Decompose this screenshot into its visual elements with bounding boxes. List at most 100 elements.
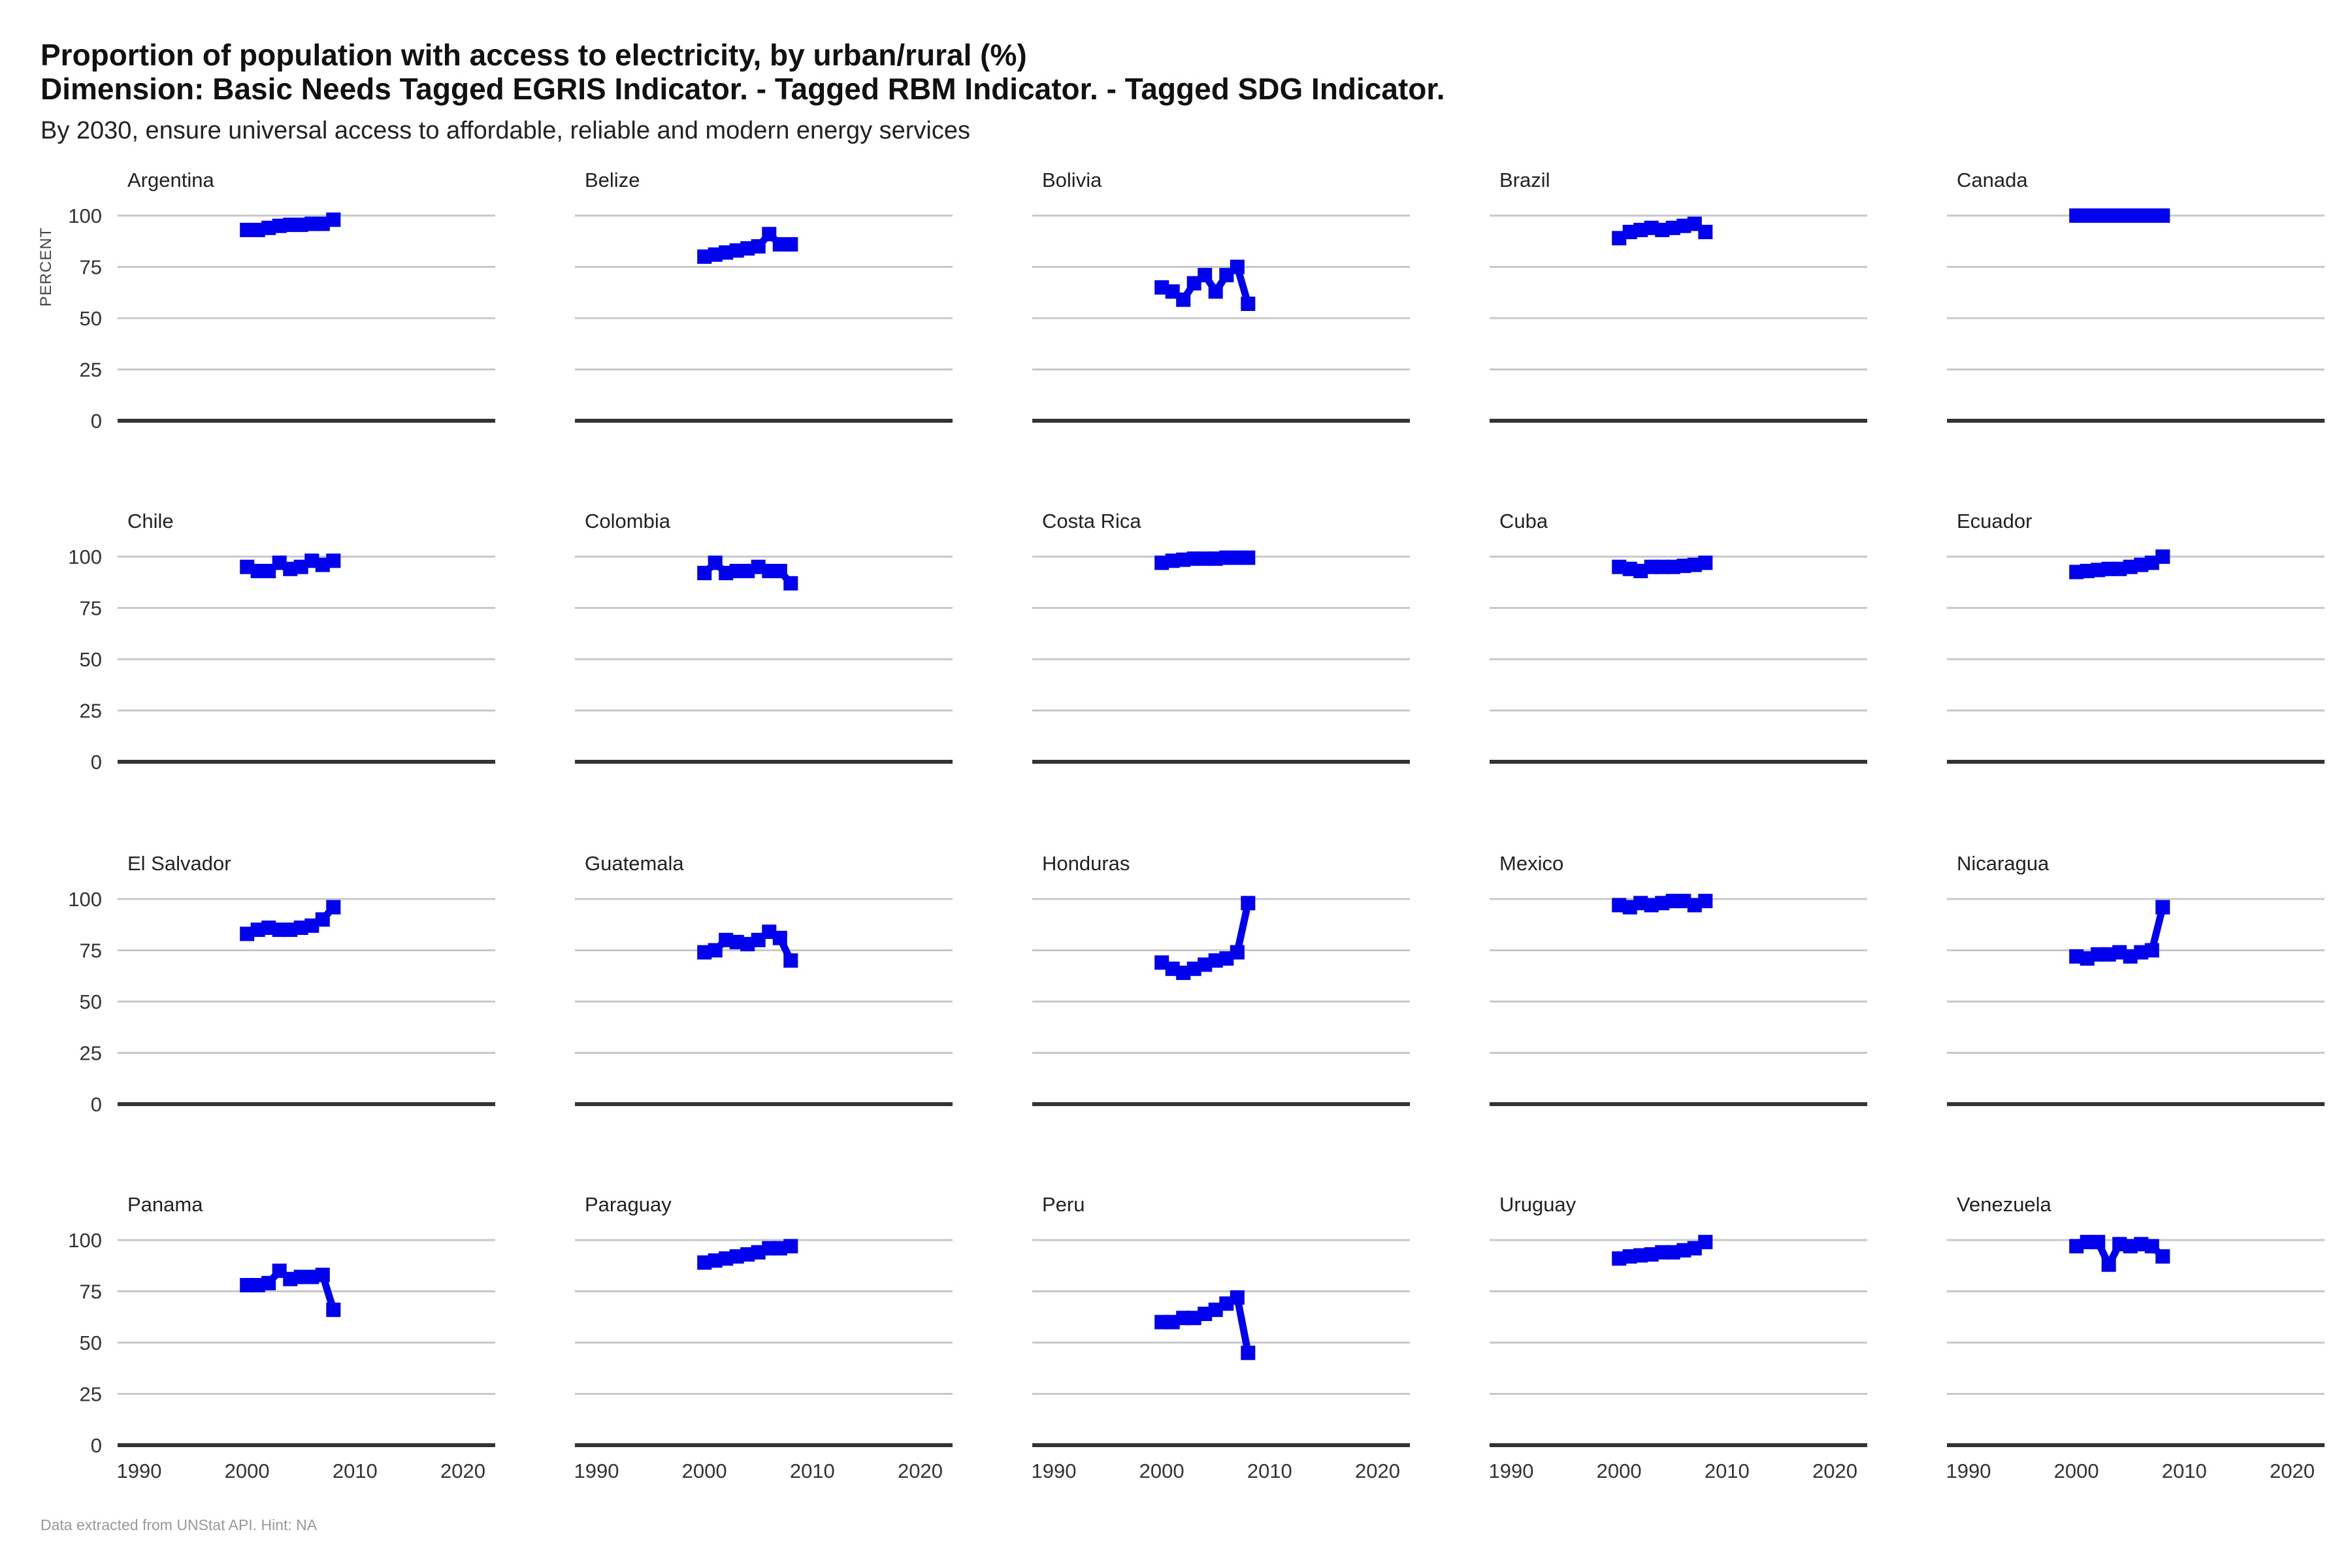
data-point [783, 1239, 798, 1254]
data-point [1230, 259, 1245, 274]
x-tick-label: 2010 [1247, 1460, 1292, 1482]
x-tick-label: 1990 [117, 1460, 162, 1482]
panel-title: Cuba [1499, 510, 1548, 532]
data-point [261, 1275, 276, 1290]
x-tick-label: 2010 [1705, 1460, 1750, 1482]
panel-honduras: Honduras [1032, 852, 1410, 1106]
y-tick-label: 25 [80, 359, 102, 382]
data-point [1665, 894, 1680, 909]
data-point [2155, 900, 2170, 915]
data-point [2155, 549, 2170, 564]
data-point [1665, 1245, 1680, 1260]
panel-title: Uruguay [1499, 1193, 1576, 1216]
data-point [783, 237, 798, 252]
x-tick-label: 2020 [2270, 1460, 2315, 1482]
x-tick-label: 1990 [1489, 1460, 1534, 1482]
y-tick-label: 25 [80, 1383, 102, 1406]
panel-title: Nicaragua [1957, 852, 2050, 875]
data-point [293, 1269, 308, 1284]
x-tick-label: 2010 [790, 1460, 835, 1482]
data-point [2144, 943, 2159, 958]
panel-title: Canada [1957, 169, 2028, 191]
data-point [1698, 1235, 1713, 1250]
panel-bolivia: Bolivia [1032, 169, 1410, 423]
data-point [2123, 559, 2138, 574]
x-tick-label: 1990 [1946, 1460, 1991, 1482]
y-tick-label: 75 [80, 939, 102, 962]
y-tick-label: 100 [68, 888, 102, 911]
panel-title: Costa Rica [1042, 510, 1141, 532]
data-point [751, 1245, 766, 1260]
chart-caption: Data extracted from UNStat API. Hint: NA [41, 1516, 318, 1533]
chart-title-line1: Proportion of population with access to … [41, 38, 1027, 72]
panel-title: Venezuela [1957, 1193, 2052, 1216]
data-point [2101, 1257, 2116, 1272]
panel-title: Belize [585, 169, 640, 191]
y-tick-label: 100 [68, 1229, 102, 1252]
data-point [1698, 555, 1713, 570]
y-tick-label: 50 [80, 1331, 102, 1354]
data-point [293, 921, 308, 935]
y-tick-label: 0 [91, 1093, 102, 1116]
panel-venezuela: Venezuela 1990 2000 2010 2020 [1946, 1193, 2325, 1482]
data-point [1665, 220, 1680, 235]
data-point [1241, 1345, 1256, 1360]
y-tick-label: 50 [80, 307, 102, 330]
panel-mexico: Mexico [1490, 852, 1867, 1106]
y-tick-label: 25 [80, 700, 102, 723]
data-point [1665, 559, 1680, 574]
panel-panama: Panama 0 25 50 75 100 1990 2000 2010 2020 [68, 1193, 495, 1482]
x-tick-label: 2020 [898, 1460, 943, 1482]
data-point [2123, 949, 2138, 964]
panel-nicaragua: Nicaragua [1947, 852, 2325, 1106]
y-tick-label: 0 [91, 1434, 102, 1457]
data-point [1208, 953, 1223, 968]
panel-ecuador: Ecuador [1947, 510, 2325, 764]
panel-title: Argentina [127, 169, 214, 191]
data-point [2155, 1249, 2170, 1264]
data-point [1698, 225, 1713, 240]
data-point [326, 553, 341, 568]
data-point [783, 576, 798, 591]
data-point [1208, 284, 1223, 299]
panel-costa-rica: Costa Rica [1032, 510, 1410, 764]
y-tick-label: 75 [80, 256, 102, 279]
data-point [1208, 551, 1223, 566]
y-tick-label: 25 [80, 1042, 102, 1065]
panel-title: Chile [127, 510, 174, 532]
y-axis-label: PERCENT [37, 227, 55, 307]
y-tick-label: 50 [80, 990, 102, 1013]
chart-subtitle: By 2030, ensure universal access to affo… [41, 117, 970, 144]
panel-title: Peru [1042, 1193, 1085, 1216]
x-tick-label: 2000 [1597, 1460, 1642, 1482]
panels: Argentina 0 25 50 75 100 PERCENT Belize Bolivia B… [37, 169, 2325, 1482]
panel-peru: Peru 1990 2000 2010 2020 [1032, 1193, 1410, 1482]
panel-cuba: Cuba [1490, 510, 1867, 764]
data-point [772, 930, 787, 945]
x-tick-label: 2000 [2054, 1460, 2099, 1482]
data-point [1241, 896, 1256, 911]
data-point [293, 559, 308, 574]
data-point [751, 559, 766, 574]
data-point [751, 932, 766, 947]
y-tick-label: 100 [68, 546, 102, 568]
data-point [1230, 945, 1245, 960]
panel-chile: Chile 0 25 50 75 100 [68, 510, 495, 774]
x-tick-label: 2000 [682, 1460, 727, 1482]
x-tick-label: 2020 [440, 1460, 485, 1482]
x-tick-label: 2020 [1812, 1460, 1857, 1482]
x-tick-label: 2010 [333, 1460, 378, 1482]
y-tick-label: 75 [80, 1281, 102, 1303]
panel-argentina: Argentina 0 25 50 75 100 PERCENT [37, 169, 495, 433]
data-point [2091, 1235, 2106, 1250]
data-point [293, 218, 308, 233]
data-point [326, 1302, 341, 1317]
panel-brazil: Brazil [1490, 169, 1867, 423]
panel-title: Paraguay [585, 1193, 672, 1216]
data-point [1698, 894, 1713, 909]
y-tick-label: 0 [91, 410, 102, 433]
data-point [2123, 208, 2138, 223]
data-point [2123, 1239, 2138, 1254]
panel-belize: Belize [575, 169, 953, 423]
